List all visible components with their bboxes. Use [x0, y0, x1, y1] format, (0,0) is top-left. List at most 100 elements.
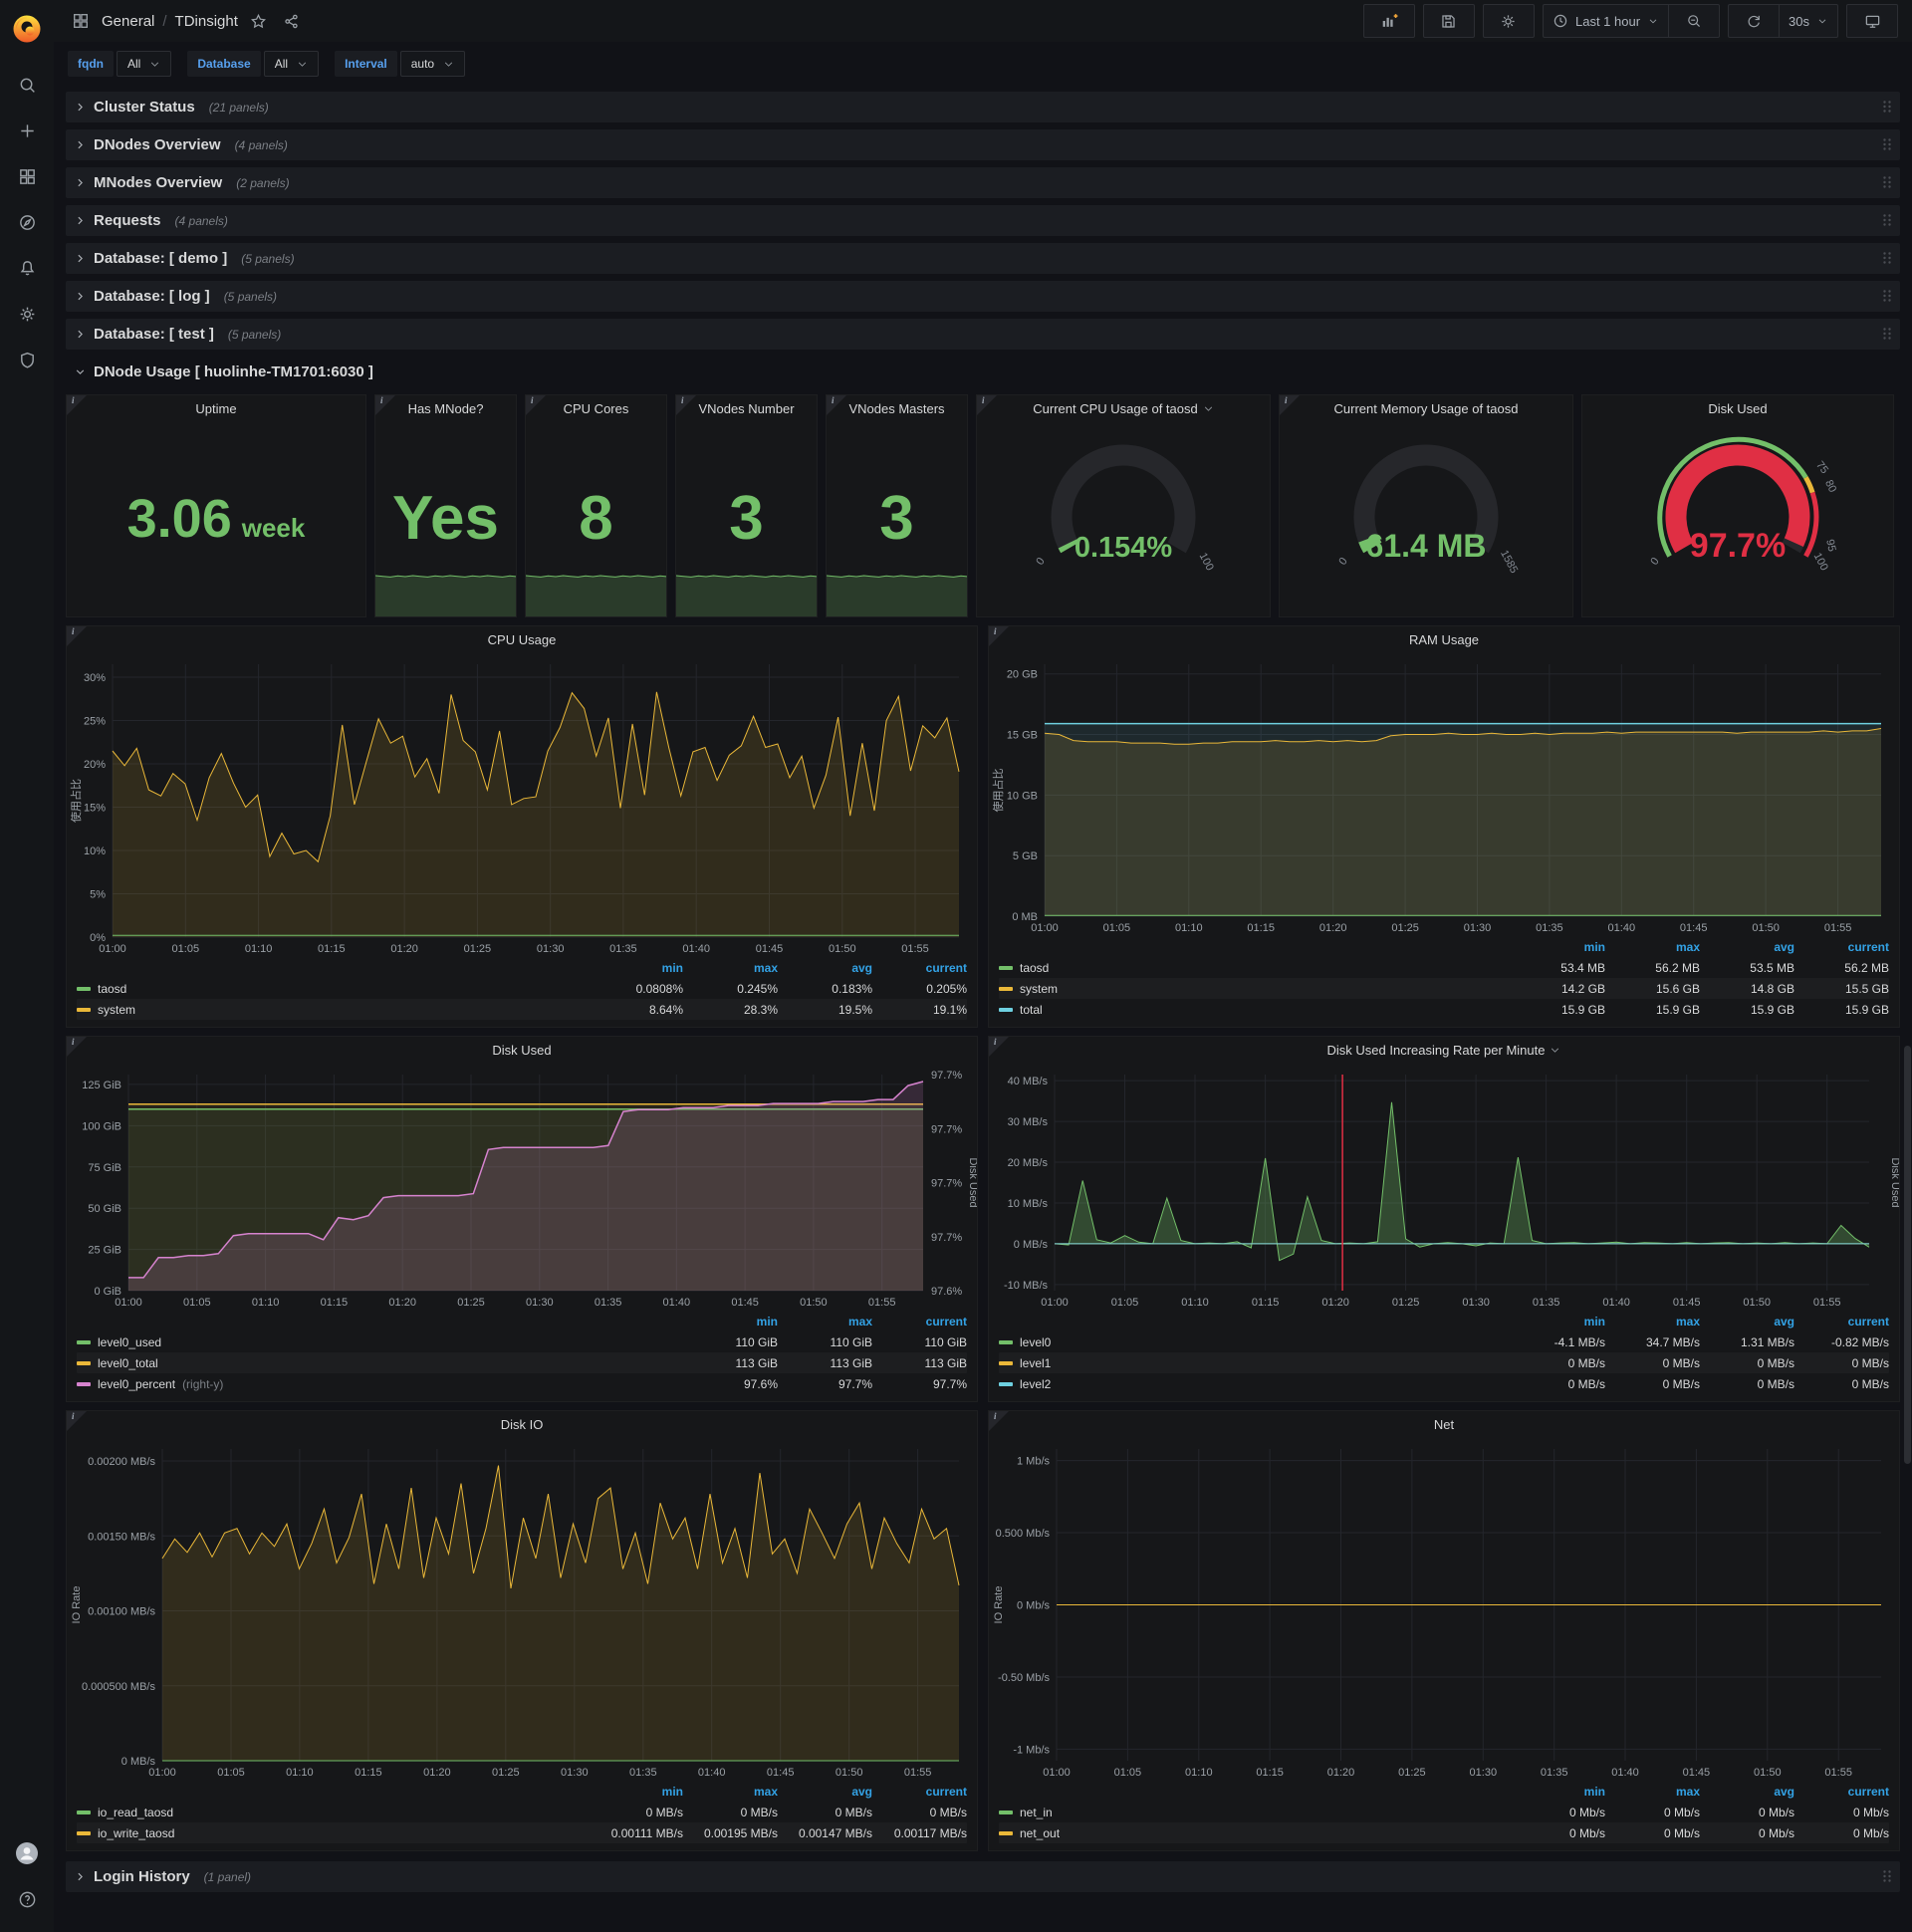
legend-series-toggle[interactable]: total — [999, 1003, 1511, 1017]
dashboard-row-database-demo-[interactable]: Database: [ demo ] (5 panels) — [66, 243, 1900, 274]
dashboard-row-login-history[interactable]: Login History (1 panel) — [66, 1861, 1900, 1892]
chart-plot-area[interactable]: -1 Mb/s -0.50 Mb/s 0 Mb/s 0.500 Mb/s 1 Mb/s 0… — [989, 1437, 1899, 1781]
row-drag-handle[interactable] — [1882, 137, 1892, 156]
legend-header[interactable]: avg — [1774, 1314, 1794, 1328]
legend-series-toggle[interactable]: level2 — [999, 1377, 1511, 1391]
row-drag-handle[interactable] — [1882, 1869, 1892, 1888]
panel-title[interactable]: Disk IO — [500, 1416, 544, 1432]
legend-header[interactable]: min — [756, 1314, 778, 1328]
dashboard-row-mnodes-overview[interactable]: MNodes Overview (2 panels) — [66, 167, 1900, 198]
refresh-button[interactable] — [1728, 4, 1780, 38]
legend-series-toggle[interactable]: level0_used — [77, 1335, 683, 1349]
refresh-interval-button[interactable]: 30s — [1779, 4, 1838, 38]
variable-value-dropdown[interactable]: auto — [399, 51, 466, 77]
dashboard-row-database-test-[interactable]: Database: [ test ] (5 panels) — [66, 319, 1900, 350]
variable-value-dropdown[interactable]: All — [263, 51, 320, 77]
chart-plot-area[interactable]: -10 MB/s 0 MB/s 10 MB/s 20 MB/s 30 MB/s 40 MB… — [989, 1063, 1899, 1311]
row-drag-handle[interactable] — [1882, 100, 1892, 119]
legend-header[interactable]: current — [925, 960, 967, 975]
panel-title[interactable]: Has MNode? — [407, 400, 484, 416]
panel-title[interactable]: Current Memory Usage of taosd — [1333, 400, 1519, 416]
panel-info-corner[interactable] — [375, 395, 395, 415]
legend-header[interactable]: current — [1847, 1314, 1889, 1328]
save-dashboard-button[interactable] — [1422, 4, 1475, 38]
legend-series-toggle[interactable]: level1 — [999, 1356, 1511, 1370]
panel-title[interactable]: VNodes Number — [698, 400, 795, 416]
panel-title[interactable]: Disk Used — [1708, 400, 1768, 416]
legend-series-toggle[interactable]: io_write_taosd — [77, 1826, 589, 1840]
legend-series-toggle[interactable]: system — [77, 1003, 589, 1017]
panel-title[interactable]: Disk Used Increasing Rate per Minute — [989, 1037, 1899, 1063]
panel-info-corner[interactable] — [977, 395, 997, 415]
legend-header[interactable]: max — [753, 1784, 778, 1799]
panel-info-corner[interactable] — [67, 1037, 87, 1057]
dashboard-row-cluster-status[interactable]: Cluster Status (21 panels) — [66, 92, 1900, 122]
legend-header[interactable]: current — [925, 1314, 967, 1328]
panel-title[interactable]: CPU Cores — [563, 400, 629, 416]
panel-info-corner[interactable] — [989, 1037, 1009, 1057]
compass-icon[interactable] — [0, 199, 54, 245]
apps-icon[interactable] — [0, 153, 54, 199]
chart-plot-area[interactable]: 0 MB 5 GB 10 GB 15 GB 20 GB 01:00 01:05 01:10 01… — [989, 652, 1899, 936]
panel-info-corner[interactable] — [526, 395, 546, 415]
scrollbar-thumb[interactable] — [1904, 1046, 1911, 1464]
legend-header[interactable]: min — [661, 1784, 683, 1799]
panel-info-corner[interactable] — [67, 395, 87, 415]
legend-series-toggle[interactable]: system — [999, 982, 1511, 996]
panel-info-corner[interactable] — [1280, 395, 1300, 415]
breadcrumb-page[interactable]: TDinsight — [174, 12, 238, 30]
legend-header[interactable]: avg — [851, 960, 872, 975]
legend-series-toggle[interactable]: io_read_taosd — [77, 1806, 589, 1819]
legend-header[interactable]: max — [1675, 1314, 1700, 1328]
panel-info-corner[interactable] — [67, 626, 87, 646]
legend-series-toggle[interactable]: level0_total — [77, 1356, 683, 1370]
legend-header[interactable]: current — [925, 1784, 967, 1799]
row-drag-handle[interactable] — [1882, 289, 1892, 308]
plus-icon[interactable] — [0, 108, 54, 153]
panel-info-corner[interactable] — [67, 1411, 87, 1431]
help-icon[interactable] — [0, 1876, 54, 1922]
legend-header[interactable]: max — [1675, 939, 1700, 954]
legend-header[interactable]: min — [661, 960, 683, 975]
legend-series-toggle[interactable]: net_out — [999, 1826, 1511, 1840]
row-drag-handle[interactable] — [1882, 213, 1892, 232]
chart-plot-area[interactable]: 0 GiB 25 GiB 50 GiB 75 GiB 100 GiB 125 GiB 01:… — [67, 1063, 977, 1311]
dashboard-row-requests[interactable]: Requests (4 panels) — [66, 205, 1900, 236]
zoom-out-time-button[interactable] — [1668, 4, 1721, 38]
row-drag-handle[interactable] — [1882, 175, 1892, 194]
legend-header[interactable]: avg — [1774, 939, 1794, 954]
shield-icon[interactable] — [0, 337, 54, 382]
chart-plot-area[interactable]: 0% 5% 10% 15% 20% 25% 30% 01:00 01:05 01:10 01:15 0… — [67, 652, 977, 957]
variable-value-dropdown[interactable]: All — [117, 51, 172, 77]
dashboard-settings-button[interactable] — [1482, 4, 1535, 38]
panel-info-corner[interactable] — [676, 395, 696, 415]
search-icon[interactable] — [0, 62, 54, 108]
breadcrumb-section[interactable]: General — [102, 12, 155, 30]
panel-info-corner[interactable] — [989, 1411, 1009, 1431]
legend-header[interactable]: avg — [1774, 1784, 1794, 1799]
dashboard-row-database-log-[interactable]: Database: [ log ] (5 panels) — [66, 281, 1900, 312]
legend-series-toggle[interactable]: level0_percent (right-y) — [77, 1377, 683, 1391]
panel-title[interactable]: VNodes Masters — [848, 400, 945, 416]
panel-title[interactable]: Disk Used — [492, 1042, 552, 1058]
add-panel-button[interactable] — [1362, 4, 1415, 38]
row-drag-handle[interactable] — [1882, 251, 1892, 270]
panel-title[interactable]: CPU Usage — [487, 631, 557, 647]
legend-header[interactable]: max — [1675, 1784, 1700, 1799]
star-icon[interactable] — [250, 13, 267, 30]
share-icon[interactable] — [283, 13, 300, 30]
legend-header[interactable]: current — [1847, 1784, 1889, 1799]
grafana-logo-icon[interactable] — [9, 10, 45, 46]
legend-header[interactable]: min — [1583, 1314, 1605, 1328]
legend-header[interactable]: max — [847, 1314, 872, 1328]
legend-series-toggle[interactable]: level0 — [999, 1335, 1511, 1349]
panel-info-corner[interactable] — [989, 626, 1009, 646]
legend-series-toggle[interactable]: taosd — [77, 982, 589, 996]
legend-header[interactable]: avg — [851, 1784, 872, 1799]
dashboard-row-dnode-usage[interactable]: DNode Usage [ huolinhe-TM1701:6030 ] — [66, 357, 1900, 387]
time-range-button[interactable]: Last 1 hour — [1542, 4, 1669, 38]
page-scrollbar[interactable] — [1904, 0, 1911, 1932]
panel-title[interactable]: Current CPU Usage of taosd — [977, 395, 1270, 421]
panel-title[interactable]: Uptime — [195, 400, 237, 416]
avatar-icon[interactable] — [0, 1830, 54, 1876]
